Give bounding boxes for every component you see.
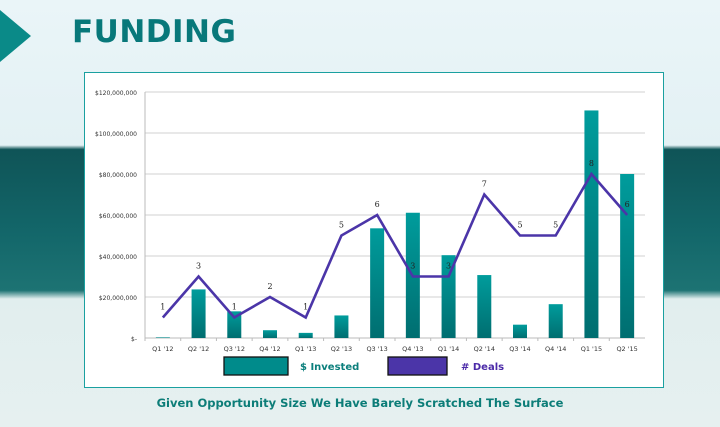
- x-tick-label: Q2 '12: [188, 345, 209, 353]
- y-tick-label: $20,000,000: [99, 295, 137, 302]
- x-tick-label: Q4 '12: [259, 345, 280, 353]
- deal-count-label: 5: [553, 221, 558, 230]
- page-title: FUNDING: [72, 14, 237, 50]
- deal-count-label: 8: [589, 159, 594, 168]
- x-tick-label: Q1 '15: [581, 345, 602, 353]
- x-tick-label: Q3 '13: [366, 345, 387, 353]
- deal-count-label: 5: [517, 221, 522, 230]
- bar-14: [620, 174, 635, 338]
- legend-swatch-deals: [387, 356, 448, 376]
- x-tick-label: Q1 '13: [295, 345, 316, 353]
- deal-count-label: 3: [446, 262, 451, 271]
- legend-swatch-invested: [223, 356, 289, 376]
- y-tick-label: $40,000,000: [99, 254, 137, 261]
- slide-caption: Given Opportunity Size We Have Barely Sc…: [156, 396, 564, 410]
- bar-7: [370, 228, 385, 338]
- y-tick-label: $100,000,000: [95, 131, 137, 138]
- x-tick-label: Q1 '12: [152, 345, 173, 353]
- x-tick-label: Q3 '12: [224, 345, 245, 353]
- x-tick-label: Q3 '14: [509, 345, 530, 353]
- deal-count-label: 3: [410, 262, 415, 271]
- legend-label-deals: # Deals: [461, 362, 504, 373]
- bar-2: [191, 289, 206, 338]
- deal-count-label: 1: [232, 303, 237, 312]
- bar-11: [513, 324, 527, 338]
- deal-count-label: 5: [339, 221, 344, 230]
- deal-count-label: 1: [160, 303, 165, 312]
- bar-4: [263, 330, 277, 338]
- deal-count-label: 7: [482, 180, 487, 189]
- arrow-icon: [0, 10, 31, 62]
- bar-5: [298, 332, 313, 338]
- x-tick-label: Q2 '13: [331, 345, 352, 353]
- bar-10: [477, 275, 492, 338]
- x-tick-label: Q1 '14: [438, 345, 459, 353]
- deal-count-label: 6: [625, 200, 630, 209]
- deals-line: [161, 171, 629, 320]
- x-tick-label: Q4 '14: [545, 345, 566, 353]
- bar-12: [548, 304, 563, 338]
- y-tick-label: $120,000,000: [95, 90, 137, 97]
- x-tick-label: Q2 '15: [616, 345, 637, 353]
- y-tick-label: $80,000,000: [99, 172, 137, 179]
- y-tick-label: $-: [131, 336, 137, 343]
- bar-6: [334, 315, 349, 338]
- bar-13: [584, 110, 599, 338]
- y-tick-label: $60,000,000: [99, 213, 137, 220]
- deal-count-label: 1: [303, 303, 308, 312]
- deal-count-label: 6: [375, 200, 380, 209]
- bar-1: [155, 337, 170, 338]
- x-tick-label: Q4 '13: [402, 345, 423, 353]
- bar-3: [227, 311, 242, 338]
- legend-label-invested: $ Invested: [300, 362, 359, 373]
- x-tick-label: Q2 '14: [474, 345, 495, 353]
- deal-count-label: 3: [196, 262, 201, 271]
- deal-count-label: 2: [267, 282, 272, 291]
